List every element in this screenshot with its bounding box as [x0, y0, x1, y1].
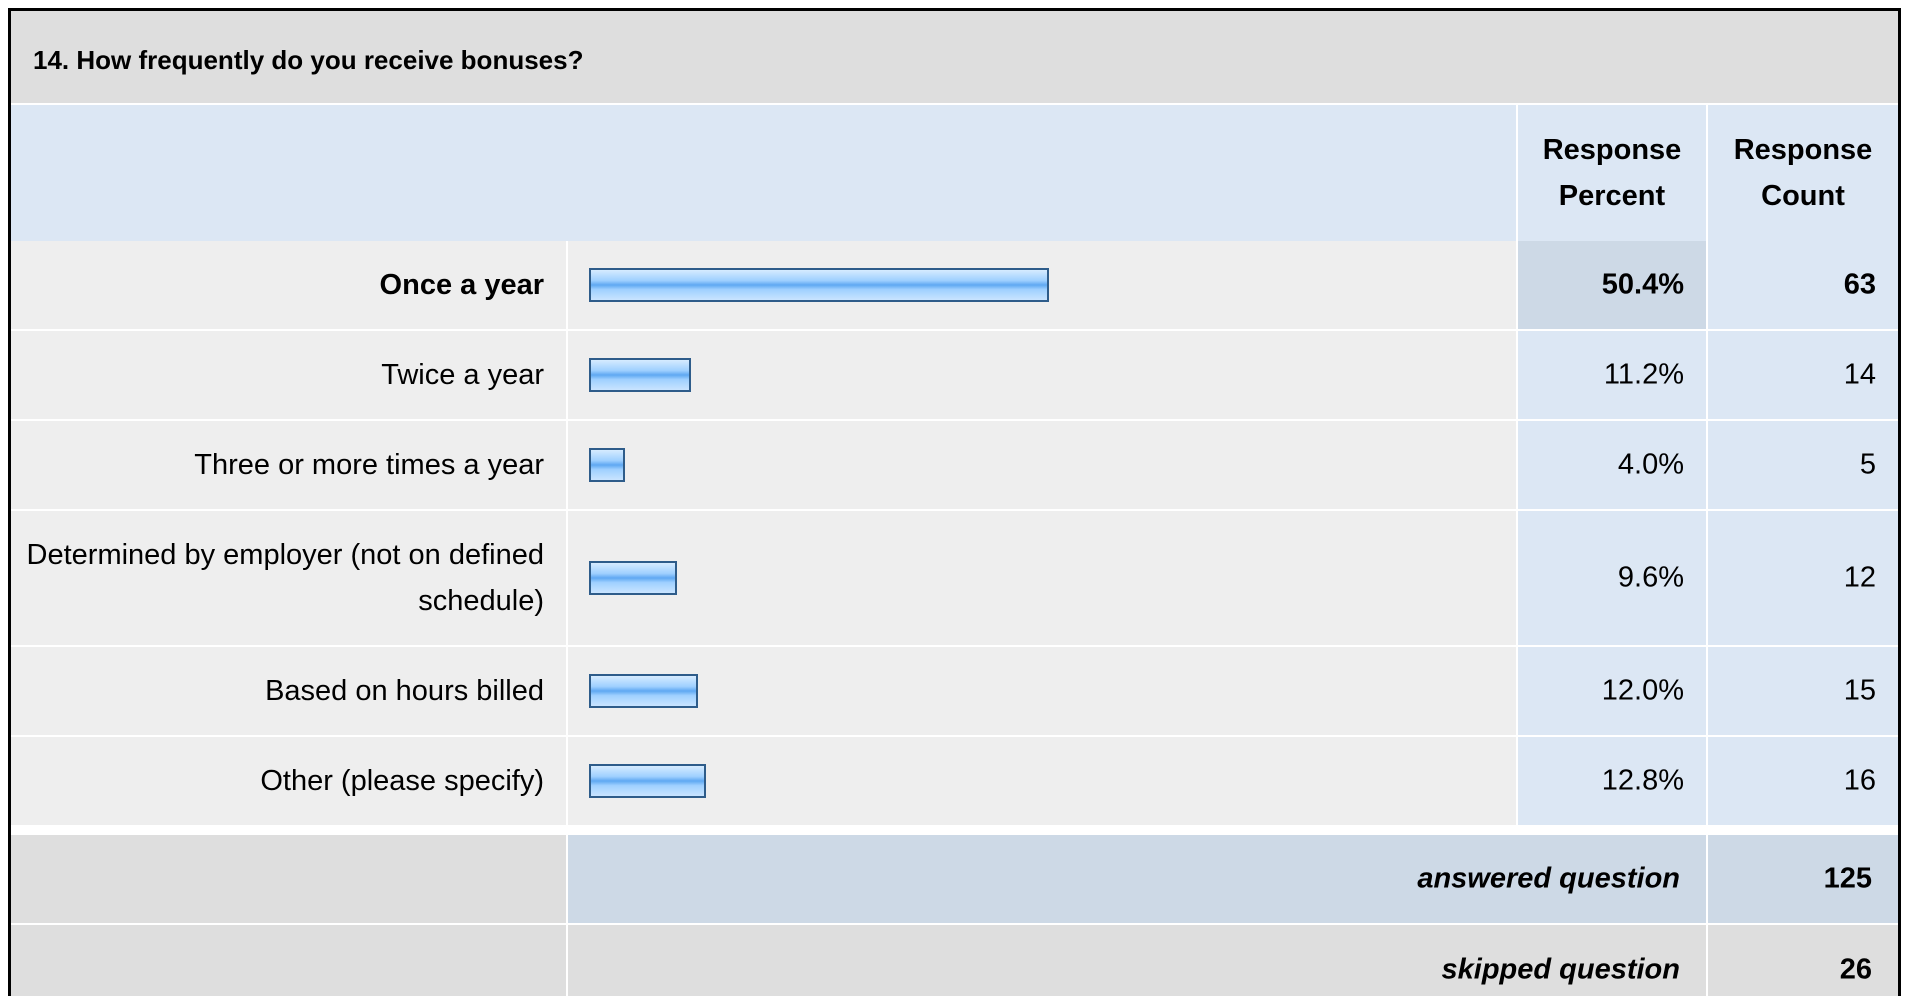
row-label-cell: Twice a year: [11, 331, 568, 419]
answered-label-cell: answered question: [568, 835, 1708, 923]
response-bar: [589, 268, 1049, 302]
table-row: Once a year 50.4% 63: [11, 241, 1898, 331]
question-header: 14. How frequently do you receive bonuse…: [11, 11, 1898, 105]
skipped-value-cell: 26: [1708, 925, 1898, 996]
column-header-blank: [11, 105, 1518, 241]
response-bar: [589, 764, 706, 798]
answered-value: 125: [1823, 862, 1872, 895]
table-row: Other (please specify) 12.8% 16: [11, 737, 1898, 827]
response-count: 14: [1843, 358, 1876, 391]
row-bar-cell: [568, 647, 1518, 735]
table-row: Three or more times a year 4.0% 5: [11, 421, 1898, 511]
response-percent: 12.8%: [1601, 764, 1684, 797]
category-label: Once a year: [379, 269, 544, 301]
row-bar-cell: [568, 421, 1518, 509]
row-percent-cell: 50.4%: [1518, 241, 1708, 329]
response-percent: 4.0%: [1617, 448, 1684, 481]
row-count-cell: 5: [1708, 421, 1898, 509]
response-count: 15: [1843, 674, 1876, 707]
table-row: Based on hours billed 12.0% 15: [11, 647, 1898, 737]
response-count: 12: [1843, 561, 1876, 594]
row-count-cell: 15: [1708, 647, 1898, 735]
row-count-cell: 12: [1708, 511, 1898, 645]
row-count-cell: 14: [1708, 331, 1898, 419]
answered-value-cell: 125: [1708, 835, 1898, 923]
category-label: Determined by employer (not on defined s…: [26, 539, 544, 617]
row-bar-cell: [568, 331, 1518, 419]
row-label-cell: Based on hours billed: [11, 647, 568, 735]
category-label: Based on hours billed: [265, 675, 544, 707]
row-percent-cell: 12.8%: [1518, 737, 1708, 825]
survey-results-table: 14. How frequently do you receive bonuse…: [8, 8, 1901, 996]
response-bar: [589, 674, 698, 708]
answered-row: answered question 125: [11, 835, 1898, 925]
question-title: 14. How frequently do you receive bonuse…: [33, 45, 584, 75]
response-count: 16: [1843, 764, 1876, 797]
row-bar-cell: [568, 511, 1518, 645]
row-label-cell: Once a year: [11, 241, 568, 329]
row-percent-cell: 4.0%: [1518, 421, 1708, 509]
response-percent: 50.4%: [1601, 268, 1684, 301]
response-bar: [589, 561, 677, 595]
skipped-row: skipped question 26: [11, 925, 1898, 996]
row-percent-cell: 9.6%: [1518, 511, 1708, 645]
row-percent-cell: 12.0%: [1518, 647, 1708, 735]
category-label: Three or more times a year: [194, 449, 544, 481]
row-label-cell: Other (please specify): [11, 737, 568, 825]
table-row: Determined by employer (not on defined s…: [11, 511, 1898, 647]
category-label: Twice a year: [381, 359, 544, 391]
response-percent: 9.6%: [1617, 561, 1684, 594]
response-percent: 12.0%: [1601, 674, 1684, 707]
answered-label: answered question: [1417, 862, 1680, 895]
table-row: Twice a year 11.2% 14: [11, 331, 1898, 421]
skipped-row-blank: [11, 925, 568, 996]
response-count: 63: [1843, 268, 1876, 301]
category-label: Other (please specify): [260, 765, 544, 797]
response-percent: 11.2%: [1603, 358, 1684, 391]
column-header-count-label: Response Count: [1733, 134, 1873, 212]
column-header-percent-label: Response Percent: [1542, 134, 1682, 212]
row-count-cell: 16: [1708, 737, 1898, 825]
skipped-label: skipped question: [1441, 953, 1680, 986]
row-bar-cell: [568, 241, 1518, 329]
row-count-cell: 63: [1708, 241, 1898, 329]
row-bar-cell: [568, 737, 1518, 825]
column-header-count: Response Count: [1708, 105, 1898, 241]
row-label-cell: Determined by employer (not on defined s…: [11, 511, 568, 645]
response-bar: [589, 358, 691, 392]
answered-row-blank: [11, 835, 568, 923]
skipped-label-cell: skipped question: [568, 925, 1708, 996]
column-header-percent: Response Percent: [1518, 105, 1708, 241]
row-percent-cell: 11.2%: [1518, 331, 1708, 419]
row-label-cell: Three or more times a year: [11, 421, 568, 509]
response-bar: [589, 448, 625, 482]
response-count: 5: [1859, 448, 1876, 481]
skipped-value: 26: [1839, 953, 1872, 986]
